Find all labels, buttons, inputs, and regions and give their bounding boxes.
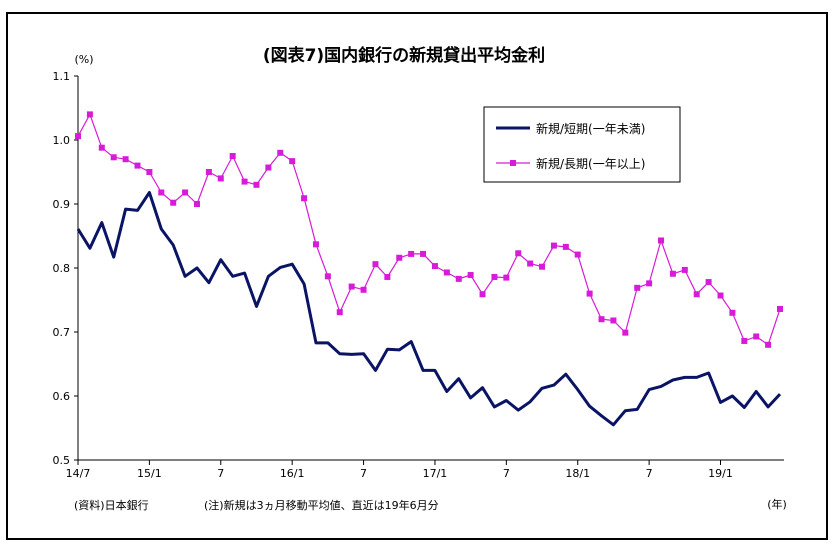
data-point — [146, 169, 153, 175]
data-point — [265, 164, 272, 171]
data-point — [217, 175, 224, 182]
data-point — [170, 199, 177, 206]
data-point — [491, 273, 498, 280]
data-point — [205, 169, 212, 175]
data-point — [158, 189, 165, 196]
legend-box — [483, 106, 681, 183]
data-point — [134, 162, 141, 169]
data-point — [479, 291, 486, 298]
data-point — [729, 309, 736, 316]
data-point — [515, 250, 522, 257]
data-point — [336, 309, 343, 316]
data-point — [98, 144, 105, 151]
data-point — [741, 337, 748, 344]
data-point — [646, 280, 653, 287]
data-point — [693, 291, 700, 298]
x-tick-label: 14/7 — [66, 467, 91, 480]
y-tick-label: 0.7 — [53, 326, 71, 339]
data-point — [669, 270, 676, 277]
x-tick-label: 7 — [217, 467, 224, 480]
y-tick-label: 0.5 — [53, 454, 71, 467]
x-tick-label: 15/1 — [137, 467, 162, 480]
data-point — [193, 201, 200, 207]
y-tick-label: 1.1 — [53, 70, 71, 83]
y-tick-label: 0.6 — [53, 390, 71, 403]
data-point — [360, 286, 367, 293]
data-point — [610, 317, 617, 324]
data-point — [229, 153, 236, 159]
data-point — [562, 243, 569, 250]
x-tick-label: 19/1 — [708, 467, 733, 480]
source-note: (資料)日本銀行 — [74, 498, 149, 512]
data-point — [408, 250, 415, 257]
x-axis-unit: (年) — [767, 497, 787, 511]
data-point — [431, 263, 438, 270]
data-point — [253, 181, 260, 188]
data-point — [550, 242, 557, 249]
x-tick-label: 16/1 — [280, 467, 305, 480]
series-line — [76, 191, 782, 427]
chart-title: (図表7)国内銀行の新規貸出平均金利 — [263, 45, 545, 66]
data-point — [348, 283, 355, 290]
data-point — [539, 263, 546, 270]
legend-marker-long — [510, 160, 516, 166]
legend: 新規/短期(一年未満) 新規/長期(一年以上) — [483, 106, 681, 183]
data-point — [598, 316, 605, 323]
data-point — [443, 269, 450, 276]
data-point — [110, 154, 117, 161]
data-point — [420, 250, 427, 257]
data-point — [717, 292, 724, 299]
y-tick-label: 0.8 — [53, 262, 71, 275]
data-point — [503, 274, 510, 281]
data-point — [658, 237, 665, 244]
series-2 — [75, 111, 783, 348]
data-point — [75, 133, 81, 140]
x-tick-label: 7 — [360, 467, 367, 480]
series-layer — [75, 111, 783, 427]
y-axis-unit: (%) — [74, 53, 93, 66]
data-point — [634, 284, 641, 291]
legend-label-long: 新規/長期(一年以上) — [536, 156, 645, 171]
data-point — [384, 273, 391, 280]
data-point — [574, 251, 581, 258]
data-point — [455, 275, 462, 282]
data-point — [753, 333, 760, 340]
data-point — [777, 305, 783, 312]
data-point — [301, 195, 308, 202]
data-point — [586, 290, 593, 297]
data-point — [622, 329, 629, 336]
y-ticks: 1.1 1.0 0.9 0.8 0.7 0.6 0.5 — [53, 70, 78, 467]
data-point — [182, 189, 189, 196]
data-point — [705, 279, 712, 286]
data-point — [122, 156, 129, 163]
data-point — [765, 341, 772, 348]
data-point — [312, 241, 319, 248]
x-ticks: 14/7 15/1 7 16/1 7 17/1 7 18/1 7 19/1 — [66, 460, 733, 480]
footnote: (注)新規は3ヵ月移動平均値、直近は19年6月分 — [204, 498, 439, 512]
legend-label-short: 新規/短期(一年未満) — [536, 121, 645, 136]
data-point — [324, 273, 331, 280]
y-tick-label: 1.0 — [53, 134, 71, 147]
data-point — [372, 261, 379, 268]
x-tick-label: 7 — [503, 467, 510, 480]
data-point — [86, 111, 93, 118]
data-point — [277, 149, 284, 156]
data-point — [467, 272, 474, 279]
series-1 — [76, 191, 782, 427]
data-point — [681, 266, 688, 273]
x-tick-label: 18/1 — [565, 467, 590, 480]
data-point — [241, 178, 248, 185]
data-point — [527, 260, 534, 267]
chart-frame — [6, 12, 828, 540]
data-point — [396, 254, 403, 261]
x-tick-label: 17/1 — [423, 467, 448, 480]
y-tick-label: 0.9 — [53, 198, 71, 211]
data-point — [289, 158, 296, 165]
x-tick-label: 7 — [646, 467, 653, 480]
